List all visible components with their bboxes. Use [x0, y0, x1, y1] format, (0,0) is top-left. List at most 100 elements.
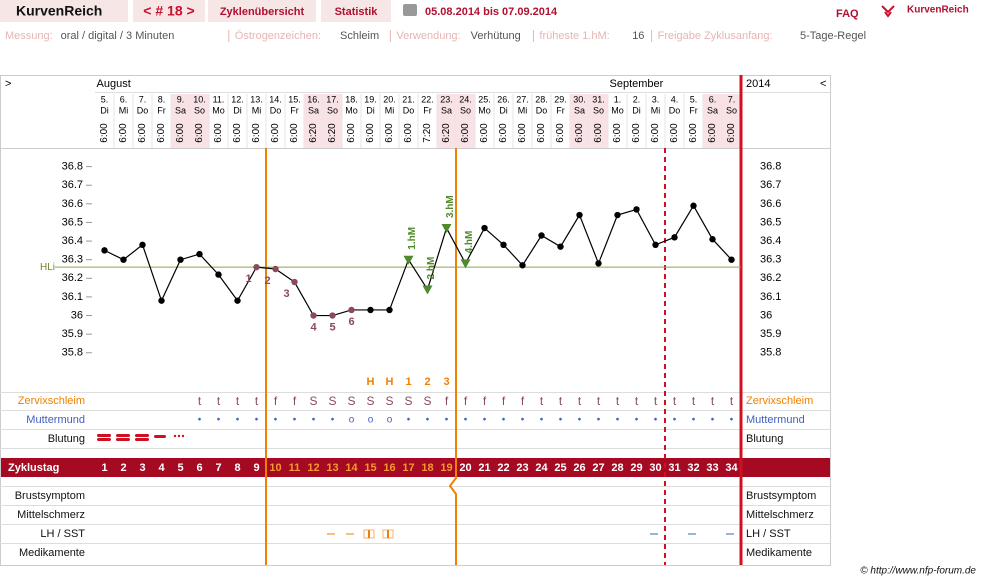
zervix-value: S: [309, 394, 317, 408]
date: 6.: [120, 94, 128, 104]
row-label: Mittelschmerz: [746, 509, 814, 521]
cycle-day: 2: [120, 462, 126, 474]
high-point: [422, 285, 433, 295]
cycle-day: 26: [573, 462, 585, 474]
info-line: Messung: oral / digital / 3 Minuten Östrog…: [5, 30, 866, 42]
high-point: [460, 259, 471, 269]
cycle-day: 10: [269, 462, 281, 474]
temperature-point: [215, 271, 222, 278]
info-value: Schleim: [340, 30, 379, 42]
time: 6:00: [726, 123, 737, 143]
zervix-value: f: [293, 394, 297, 408]
muttermund-value: •: [293, 415, 297, 426]
peak-label: H: [386, 376, 394, 388]
low-label: 1: [245, 273, 251, 285]
temperature-point: [367, 306, 374, 314]
weekend-shade: [456, 94, 475, 148]
date: 2.: [633, 94, 641, 104]
date: 21.: [402, 94, 415, 104]
faq-link[interactable]: FAQ: [836, 8, 859, 20]
y-tick-label: 36.5: [62, 216, 83, 228]
date: 17.: [326, 94, 339, 104]
zervix-value: f: [274, 394, 278, 408]
muttermund-value: •: [540, 415, 544, 426]
y-tick-label: 35.9: [760, 328, 781, 340]
muttermund-value: •: [464, 415, 468, 426]
low-label: 4: [310, 321, 317, 333]
muttermund-value: •: [236, 415, 240, 426]
print-icon[interactable]: [403, 4, 417, 16]
tab[interactable]: Statistik: [335, 6, 379, 18]
date: 23.: [440, 94, 453, 104]
info-value: 5-Tage-Regel: [800, 30, 866, 42]
tab[interactable]: Zyklenübersicht: [220, 6, 305, 18]
cycle-day: 4: [158, 462, 165, 474]
weekday: Sa: [308, 105, 319, 115]
weekday: Do: [403, 105, 415, 115]
date: 19.: [364, 94, 377, 104]
weekday: Fr: [556, 105, 565, 115]
weekend-shade: [570, 94, 589, 148]
weekday: Sa: [574, 105, 585, 115]
y-tick-label: 35.8: [760, 347, 781, 359]
row-label: Medikamente: [19, 547, 85, 559]
time: 6:00: [460, 123, 471, 143]
zyklustag-band: [1, 458, 830, 477]
collapse-toggle[interactable]: <: [820, 78, 826, 90]
weekday: Mi: [252, 105, 262, 115]
zervix-value: t: [255, 394, 259, 408]
tab-bg: [208, 0, 316, 22]
muttermund-value: •: [730, 415, 734, 426]
row-label: Medikamente: [746, 547, 812, 559]
date: 29.: [554, 94, 567, 104]
info-value: Verhütung: [471, 30, 521, 42]
time: 6:00: [156, 123, 167, 143]
muttermund-value: •: [407, 415, 411, 426]
info-label: früheste 1.hM:: [539, 30, 609, 42]
muttermund-value: •: [445, 415, 449, 426]
phase-line: [448, 148, 457, 565]
date: 28.: [535, 94, 548, 104]
zervix-value: S: [347, 394, 355, 408]
temperature-point: [348, 306, 355, 314]
temperature-point: [196, 250, 203, 258]
row-label: Zervixschleim: [746, 395, 813, 407]
temperature-point: [139, 241, 146, 248]
zervix-value: t: [635, 394, 639, 408]
weekday: Mo: [212, 105, 225, 115]
time: 6:00: [232, 123, 243, 143]
cycle-day: 18: [421, 462, 433, 474]
weekday: Do: [270, 105, 282, 115]
muttermund-value: •: [616, 415, 620, 426]
cycle-day: 17: [402, 462, 414, 474]
cycle-nav[interactable]: < # 18 >: [143, 3, 194, 19]
y-tick-label: 36.2: [62, 272, 83, 284]
temperature-point: [595, 260, 602, 267]
row-label: Muttermund: [746, 414, 805, 426]
zervix-value: S: [423, 394, 431, 408]
row-label: Mittelschmerz: [17, 509, 85, 521]
temperature-point: [538, 232, 545, 239]
y-tick-label: 36.3: [760, 254, 781, 266]
muttermund-value: •: [331, 415, 335, 426]
y-tick-label: 36: [71, 309, 83, 321]
cycle-day: 16: [383, 462, 395, 474]
weekday: Di: [366, 105, 375, 115]
y-tick-label: 36: [760, 309, 772, 321]
time: 6:20: [327, 123, 338, 143]
muttermund-value: •: [312, 415, 316, 426]
bleeding-symbols: [97, 434, 185, 441]
temperature-point: [234, 297, 241, 304]
zervix-value: t: [616, 394, 620, 408]
info-value: 16: [632, 30, 644, 42]
zervix-value: f: [483, 394, 487, 408]
date: 22.: [421, 94, 434, 104]
cycle-day: 27: [592, 462, 604, 474]
temperature-point: [690, 202, 697, 209]
time: 7:20: [422, 123, 433, 143]
cycle-day: 14: [345, 462, 358, 474]
expand-toggle[interactable]: >: [5, 78, 11, 90]
